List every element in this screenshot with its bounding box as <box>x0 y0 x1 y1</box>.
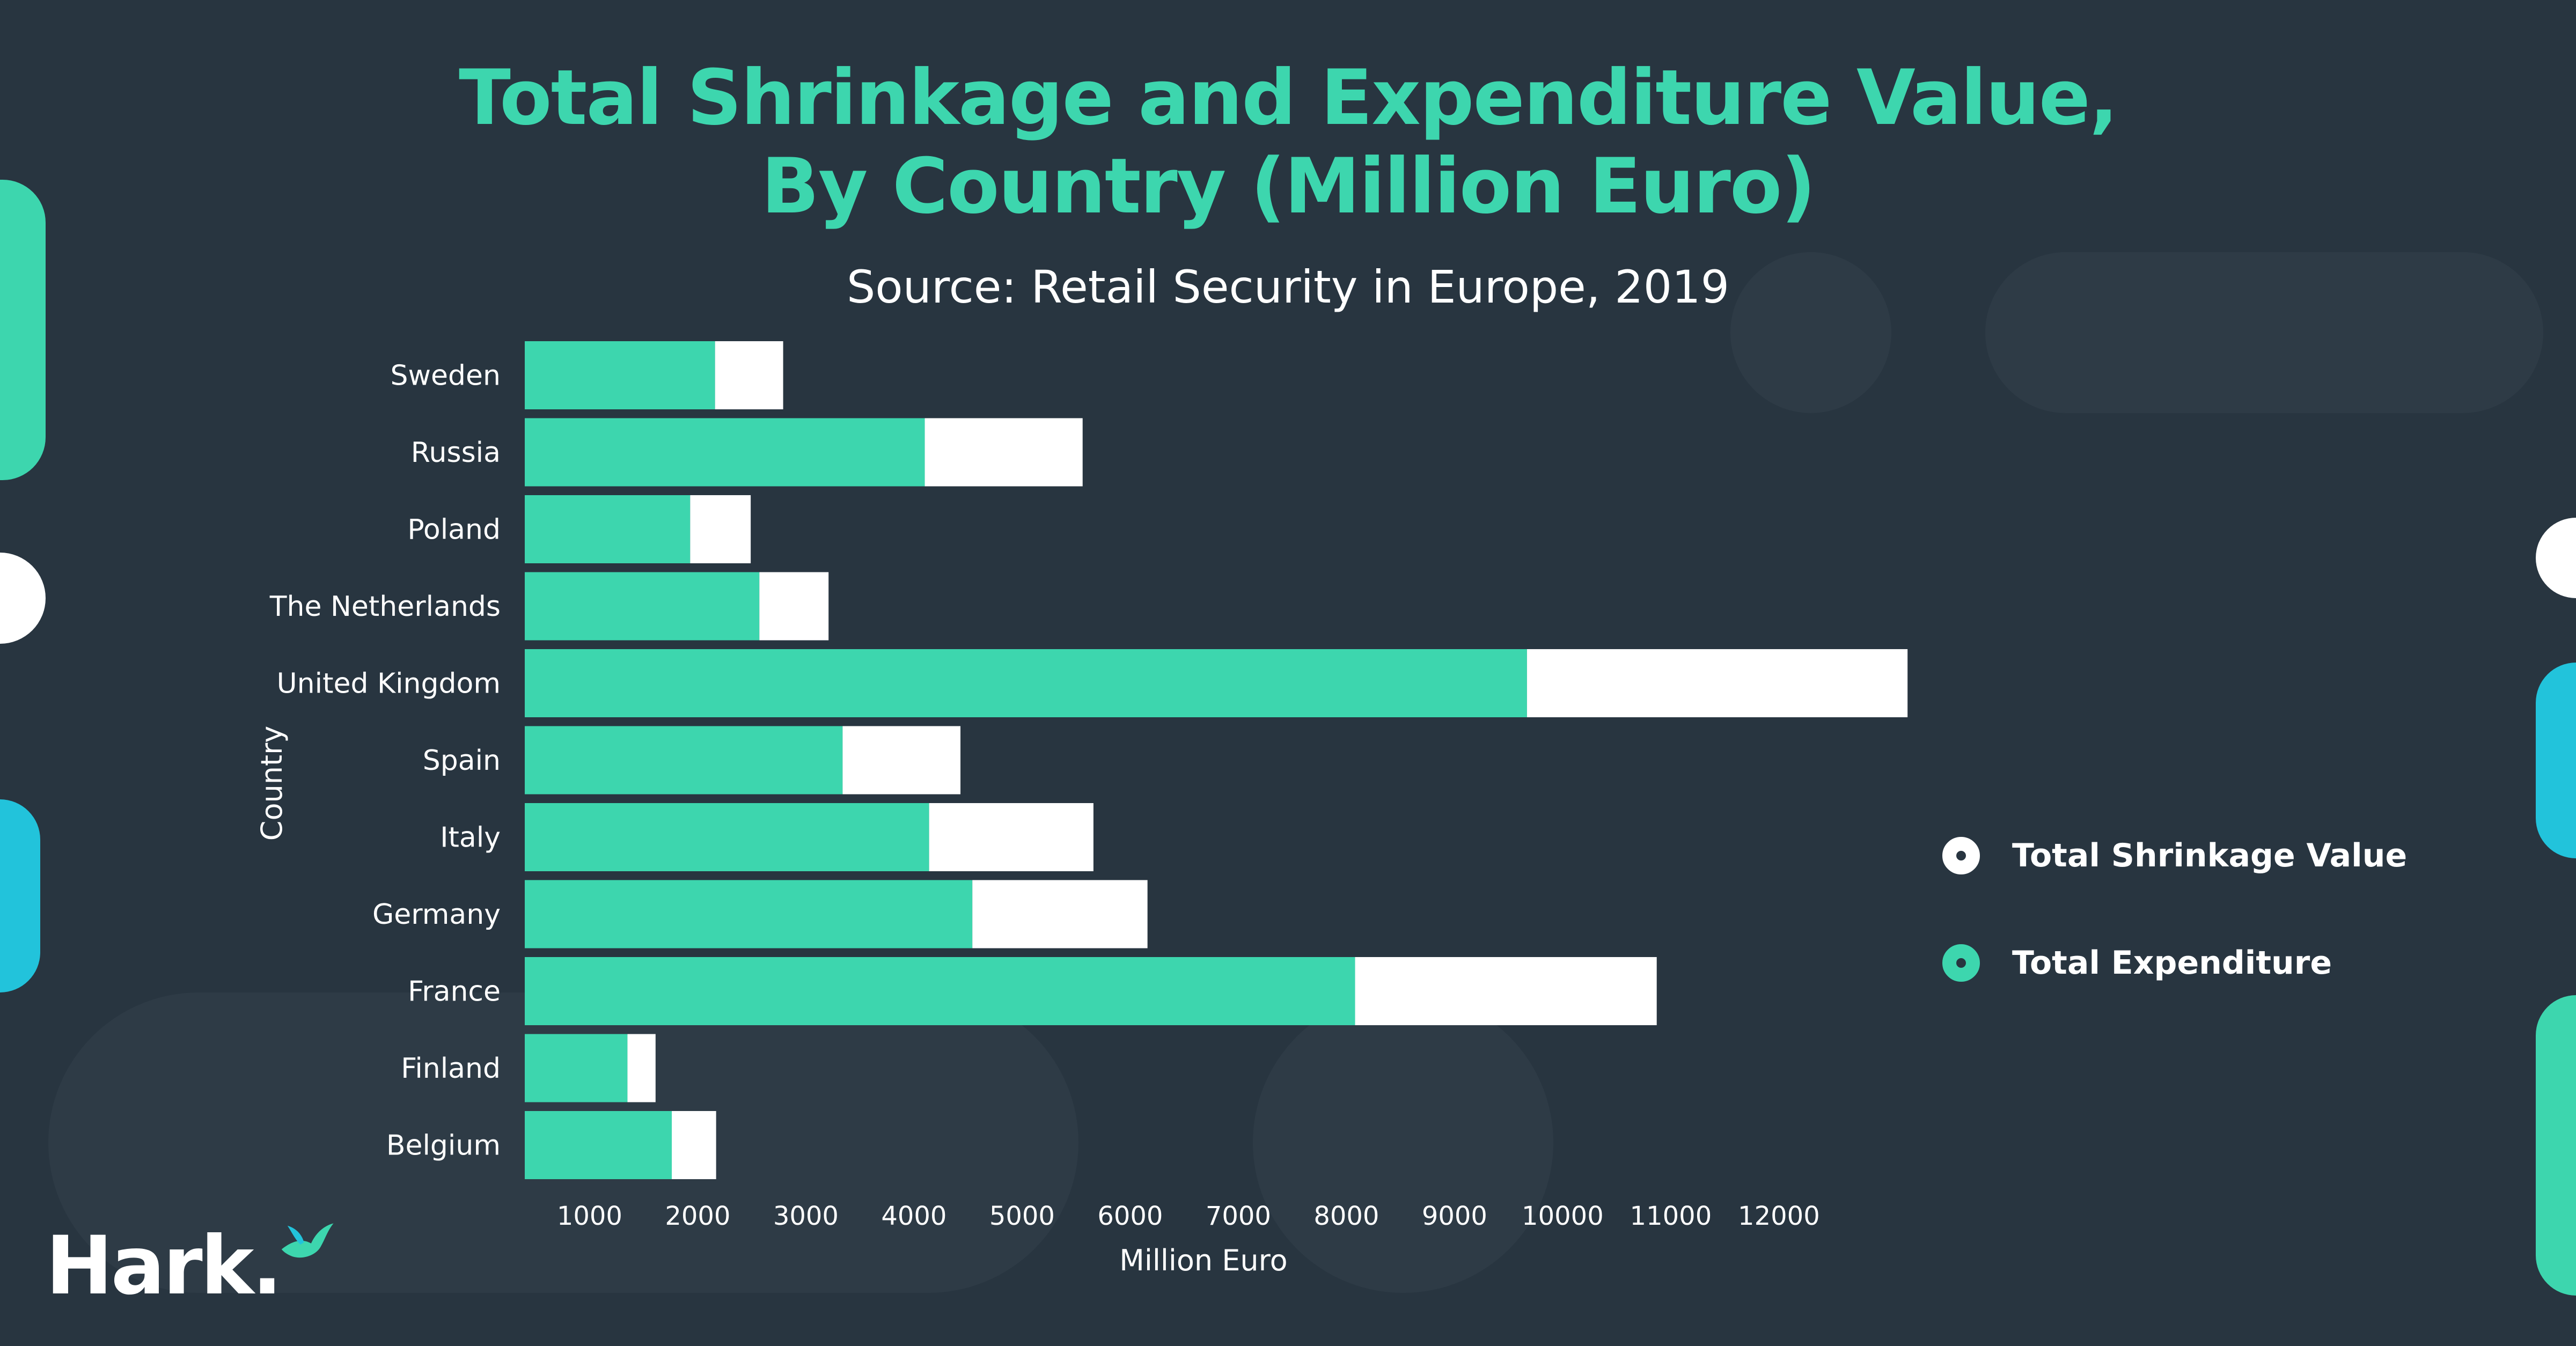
x-tick-label: 8000 <box>1313 1201 1379 1231</box>
logo-wordmark: Hark. <box>46 1219 282 1313</box>
y-tick-label: Germany <box>372 899 501 931</box>
y-tick-label: The Netherlands <box>269 591 501 623</box>
hark-logo: Hark. <box>46 1215 336 1312</box>
legend-label: Total Shrinkage Value <box>2012 837 2408 874</box>
bar-expenditure-sweden <box>525 341 715 409</box>
x-tick-label: 4000 <box>881 1201 946 1231</box>
legend-label: Total Expenditure <box>2012 944 2332 982</box>
legend-item-total-expenditure: Total Expenditure <box>1942 931 2332 995</box>
bird-icon <box>282 1223 334 1258</box>
y-tick-label: Finland <box>401 1053 501 1085</box>
bar-expenditure-spain <box>525 726 843 795</box>
y-tick-label: Sweden <box>391 360 501 392</box>
chart-title-line-2: By Country (Million Euro) <box>761 142 1816 231</box>
y-tick-label: Spain <box>423 745 501 777</box>
x-tick-label: 10000 <box>1522 1201 1604 1231</box>
y-tick-label: France <box>408 976 501 1008</box>
bar-shrinkage-the-netherlands <box>759 572 829 641</box>
bar-expenditure-russia <box>525 418 925 487</box>
bar-group <box>525 341 1908 1179</box>
bar-shrinkage-finland <box>627 1034 656 1102</box>
bar-shrinkage-spain <box>842 726 961 795</box>
bar-shrinkage-poland <box>690 495 751 563</box>
bar-shrinkage-germany <box>972 880 1148 948</box>
bar-shrinkage-belgium <box>672 1111 716 1179</box>
bar-expenditure-italy <box>525 803 929 871</box>
bar-expenditure-finland <box>525 1034 628 1102</box>
x-tick-label: 12000 <box>1738 1201 1820 1231</box>
x-axis-title: Million Euro <box>1119 1244 1287 1277</box>
decor-tab-left-green <box>0 180 46 480</box>
decor-dot-right-white <box>2536 518 2576 598</box>
bar-expenditure-belgium <box>525 1111 672 1179</box>
bar-shrinkage-russia <box>924 418 1083 487</box>
bar-expenditure-united-kingdom <box>525 649 1527 717</box>
y-axis-title: Country <box>255 726 289 841</box>
y-tick-label: Belgium <box>386 1130 501 1162</box>
x-tick-label: 9000 <box>1422 1201 1487 1231</box>
decor-dot-left-white <box>0 553 46 644</box>
decor-pill-top-right <box>1985 252 2543 413</box>
bar-shrinkage-united-kingdom <box>1526 649 1908 717</box>
x-tick-label: 7000 <box>1206 1201 1271 1231</box>
bar-expenditure-poland <box>525 495 691 563</box>
chart-title-line-1: Total Shrinkage and Expenditure Value, <box>459 54 2118 142</box>
bar-expenditure-france <box>525 957 1355 1025</box>
y-tick-label: Russia <box>411 437 501 469</box>
bar-shrinkage-france <box>1355 957 1657 1025</box>
x-tick-label: 5000 <box>989 1201 1055 1231</box>
bar-expenditure-germany <box>525 880 973 948</box>
y-tick-label: Italy <box>440 822 501 854</box>
decor-tab-right-blue <box>2536 663 2576 858</box>
y-axis-tick-labels: Sweden Russia Poland The Netherlands United … <box>269 360 501 1162</box>
x-tick-label: 2000 <box>665 1201 730 1231</box>
x-tick-label: 1000 <box>557 1201 622 1231</box>
bar-expenditure-the-netherlands <box>525 572 760 641</box>
decor-circle-top-right <box>1730 252 1891 413</box>
decor-circle-bottom-center <box>1253 992 1553 1293</box>
bar-shrinkage-sweden <box>715 341 783 409</box>
y-tick-label: Poland <box>407 514 501 546</box>
decor-tab-right-green <box>2536 995 2576 1296</box>
decor-tab-left-blue <box>0 799 40 992</box>
chart-subtitle: Source: Retail Security in Europe, 2019 <box>846 261 1730 313</box>
legend-ring-icon <box>1942 837 1980 874</box>
legend-ring-icon <box>1942 944 1980 982</box>
x-tick-label: 3000 <box>773 1201 839 1231</box>
x-axis-tick-labels: 1000 2000 3000 4000 5000 6000 7000 8000 9000 1000… <box>557 1201 1820 1231</box>
x-tick-label: 6000 <box>1097 1201 1163 1231</box>
x-tick-label: 11000 <box>1630 1201 1712 1231</box>
y-tick-label: United Kingdom <box>277 668 501 700</box>
bar-shrinkage-italy <box>929 803 1093 871</box>
legend-item-total-shrinkage: Total Shrinkage Value <box>1942 823 2407 888</box>
